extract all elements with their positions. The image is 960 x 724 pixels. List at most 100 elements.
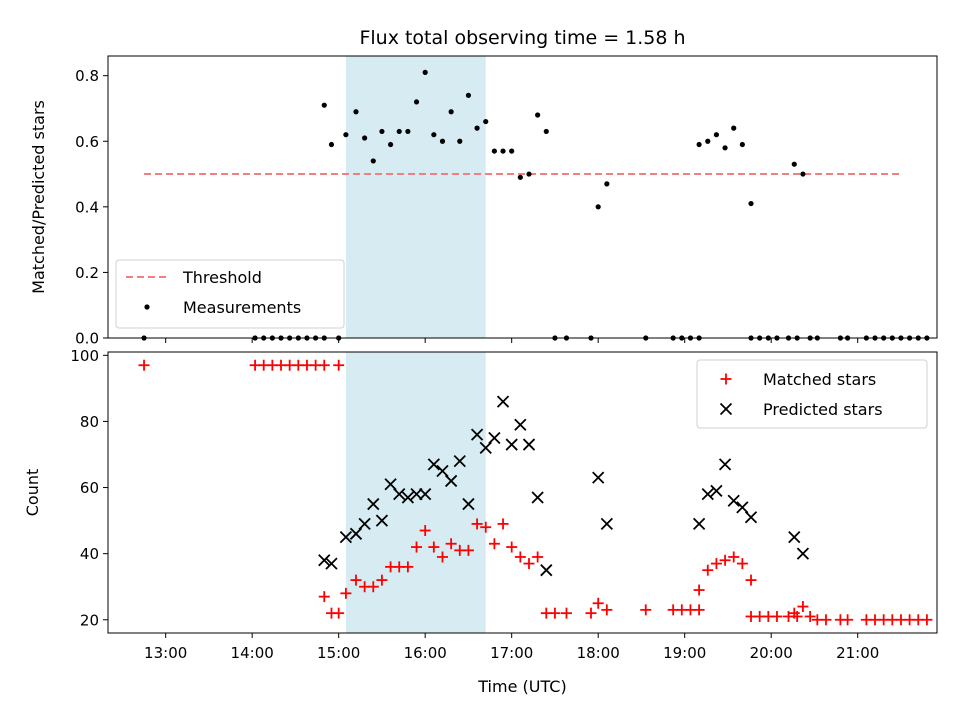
predicted-star-points [318, 395, 810, 577]
bottom-y-axis-label: Count [23, 469, 42, 517]
predicted-star-point [393, 488, 406, 501]
legend-measurements-swatch [144, 304, 150, 310]
predicted-star-point [375, 514, 389, 527]
matched-star-point [411, 541, 423, 553]
y-tick-label: 20 [80, 611, 99, 629]
measurement-point [713, 132, 720, 138]
predicted-star-point [727, 494, 740, 507]
measurement-point [448, 109, 454, 115]
y-tick-label: 0.8 [75, 67, 99, 85]
predicted-star-point [470, 428, 484, 441]
y-tick-label: 40 [80, 545, 99, 563]
measurement-point [431, 132, 437, 138]
matched-star-point [138, 359, 150, 371]
predicted-star-point [718, 458, 732, 471]
x-tick-label: 16:00 [404, 644, 447, 662]
x-axis-label: Time (UTC) [477, 677, 566, 696]
matched-star-point [736, 558, 748, 570]
legend-predicted-marker [719, 402, 733, 416]
predicted-star-point [796, 547, 810, 560]
x-tick-label: 21:00 [836, 644, 879, 662]
matched-star-point [640, 604, 652, 616]
predicted-star-point [401, 491, 415, 504]
x-tick-label: 14:00 [231, 644, 274, 662]
predicted-star-point [540, 564, 553, 577]
matched-star-point [488, 538, 500, 550]
measurement-point [396, 128, 402, 135]
measurement-point [343, 132, 349, 138]
predicted-star-point [444, 474, 458, 488]
predicted-star-point [496, 395, 510, 408]
top-highlight-span [345, 56, 486, 338]
chart-title: Flux total observing time = 1.58 h [359, 27, 685, 49]
measurement-point [483, 118, 489, 125]
predicted-star-point [384, 478, 397, 491]
measurement-point [739, 141, 745, 148]
predicted-star-point [325, 557, 338, 570]
predicted-star-point [488, 431, 501, 445]
matched-star-point [728, 551, 740, 563]
predicted-star-point [788, 530, 801, 544]
matched-star-point [318, 591, 330, 603]
matched-star-point [318, 359, 330, 371]
measurement-point [353, 109, 359, 115]
measurement-point [791, 161, 797, 167]
matched-star-point [445, 538, 457, 550]
x-tick-label: 19:00 [663, 644, 706, 662]
bottom-legend: Matched stars Predicted stars [696, 359, 928, 429]
matched-star-point [497, 518, 509, 530]
matched-star-point [480, 521, 492, 533]
legend-predicted-label: Predicted stars [763, 400, 883, 419]
matched-star-point [506, 541, 518, 553]
measurement-point [465, 92, 472, 98]
y-tick-label: 0.0 [75, 330, 99, 348]
x-tick-label: 17:00 [490, 644, 533, 662]
measurement-point [422, 69, 428, 75]
x-tick-label: 13:00 [144, 644, 187, 662]
top-panel: 0.0 0.2 0.4 0.6 0.8 Flux total observing tim… [29, 27, 938, 348]
x-tick-label: 15:00 [317, 644, 360, 662]
matched-star-point [523, 558, 535, 570]
bottom-legend-box [696, 359, 928, 429]
matched-star-point [350, 574, 362, 586]
measurement-point [439, 138, 446, 144]
measurement-point [387, 141, 394, 148]
measurement-point [595, 204, 601, 210]
predicted-star-point [339, 530, 353, 544]
matched-star-point [693, 584, 705, 596]
matched-star-point [514, 551, 526, 563]
top-legend-box [115, 259, 345, 329]
x-tick-label: 20:00 [750, 644, 793, 662]
measurement-point [509, 148, 515, 154]
matched-star-point [333, 359, 345, 371]
predicted-star-point [419, 488, 432, 501]
measurement-point [474, 125, 480, 131]
predicted-star-point [710, 484, 723, 497]
legend-measurements-label: Measurements [183, 298, 301, 317]
legend-matched-label: Matched stars [763, 370, 876, 389]
predicted-star-point [505, 438, 518, 451]
measurement-point [748, 200, 754, 207]
matched-star-point [601, 604, 613, 616]
predicted-star-point [462, 497, 475, 511]
matched-star-point [592, 597, 604, 609]
top-axes-frame [107, 55, 938, 339]
measurement-point [535, 112, 541, 118]
measurement-point [413, 99, 420, 105]
measurement-point [321, 102, 327, 108]
matched-star-point [693, 604, 705, 616]
y-tick-label: 100 [70, 347, 99, 365]
matched-star-point [462, 544, 474, 556]
predicted-star-point [514, 418, 527, 431]
matched-star-point [719, 554, 731, 566]
legend-predicted-swatch [719, 402, 733, 416]
predicted-star-point [349, 527, 363, 540]
predicted-star-point [600, 517, 613, 531]
measurement-point [731, 125, 737, 131]
matched-star-point [820, 614, 832, 626]
measurement-point [517, 174, 523, 180]
matched-star-point [771, 610, 783, 622]
measurement-point [328, 141, 335, 148]
measurement-point [500, 148, 506, 154]
